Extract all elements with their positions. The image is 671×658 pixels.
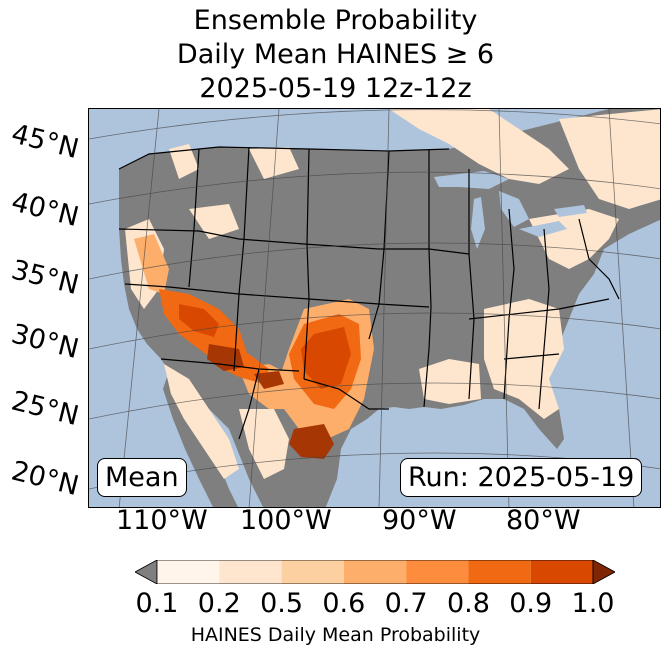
title-line-2: Daily Mean HAINES ≥ 6 [176, 39, 495, 70]
colorbar-segment [343, 560, 407, 584]
graticule [89, 109, 660, 507]
colorbar-segment [468, 560, 531, 584]
colorbar-tick-label: 0.9 [509, 588, 553, 619]
colorbar-segment [219, 560, 282, 584]
colorbar-under-arrow [135, 560, 158, 584]
colorbar-ticks: 0.1 0.2 0.5 0.6 0.7 0.8 0.9 1.0 [0, 588, 671, 622]
lat-label-45: 45°N [8, 118, 82, 166]
lat-label-25: 25°N [8, 385, 82, 433]
lon-label-100: 100°W [240, 505, 332, 536]
map-title: Ensemble Probability Daily Mean HAINES ≥… [0, 4, 671, 106]
lat-label-20: 20°N [8, 455, 82, 503]
title-line-3: 2025-05-19 12z-12z [199, 73, 472, 104]
colorbar-tick-label: 0.7 [384, 588, 428, 619]
lon-label-110: 110°W [116, 505, 208, 536]
title-line-1: Ensemble Probability [193, 5, 478, 36]
map-canvas [89, 109, 660, 507]
map-panel [88, 108, 661, 508]
colorbar-segment [530, 560, 593, 584]
lat-label-30: 30°N [8, 318, 82, 366]
state-borders [118, 146, 620, 440]
colorbar-tick-label: 0.5 [260, 588, 304, 619]
colorbar-segments [156, 560, 594, 584]
land-mass [119, 109, 660, 507]
colorbar-label: HAINES Daily Mean Probability [190, 624, 481, 646]
mean-label-box: Mean [97, 458, 187, 497]
lon-label-90: 90°W [382, 505, 457, 536]
run-date-box: Run: 2025-05-19 [400, 458, 643, 497]
colorbar-tick-label: 0.8 [446, 588, 490, 619]
great-lakes [434, 171, 587, 249]
colorbar-segment [281, 560, 344, 584]
colorbar-tick-label: 1.0 [571, 588, 615, 619]
lat-label-35: 35°N [8, 254, 82, 302]
lat-label-40: 40°N [8, 186, 82, 234]
colorbar-segment [157, 560, 220, 584]
colorbar-tick-label: 0.6 [322, 588, 366, 619]
colorbar-tick-label: 0.2 [197, 588, 241, 619]
colorbar [135, 560, 615, 584]
lon-label-80: 80°W [506, 505, 581, 536]
colorbar-segment [406, 560, 469, 584]
colorbar-tick-label: 0.1 [135, 588, 179, 619]
colorbar-over-arrow [592, 560, 615, 584]
